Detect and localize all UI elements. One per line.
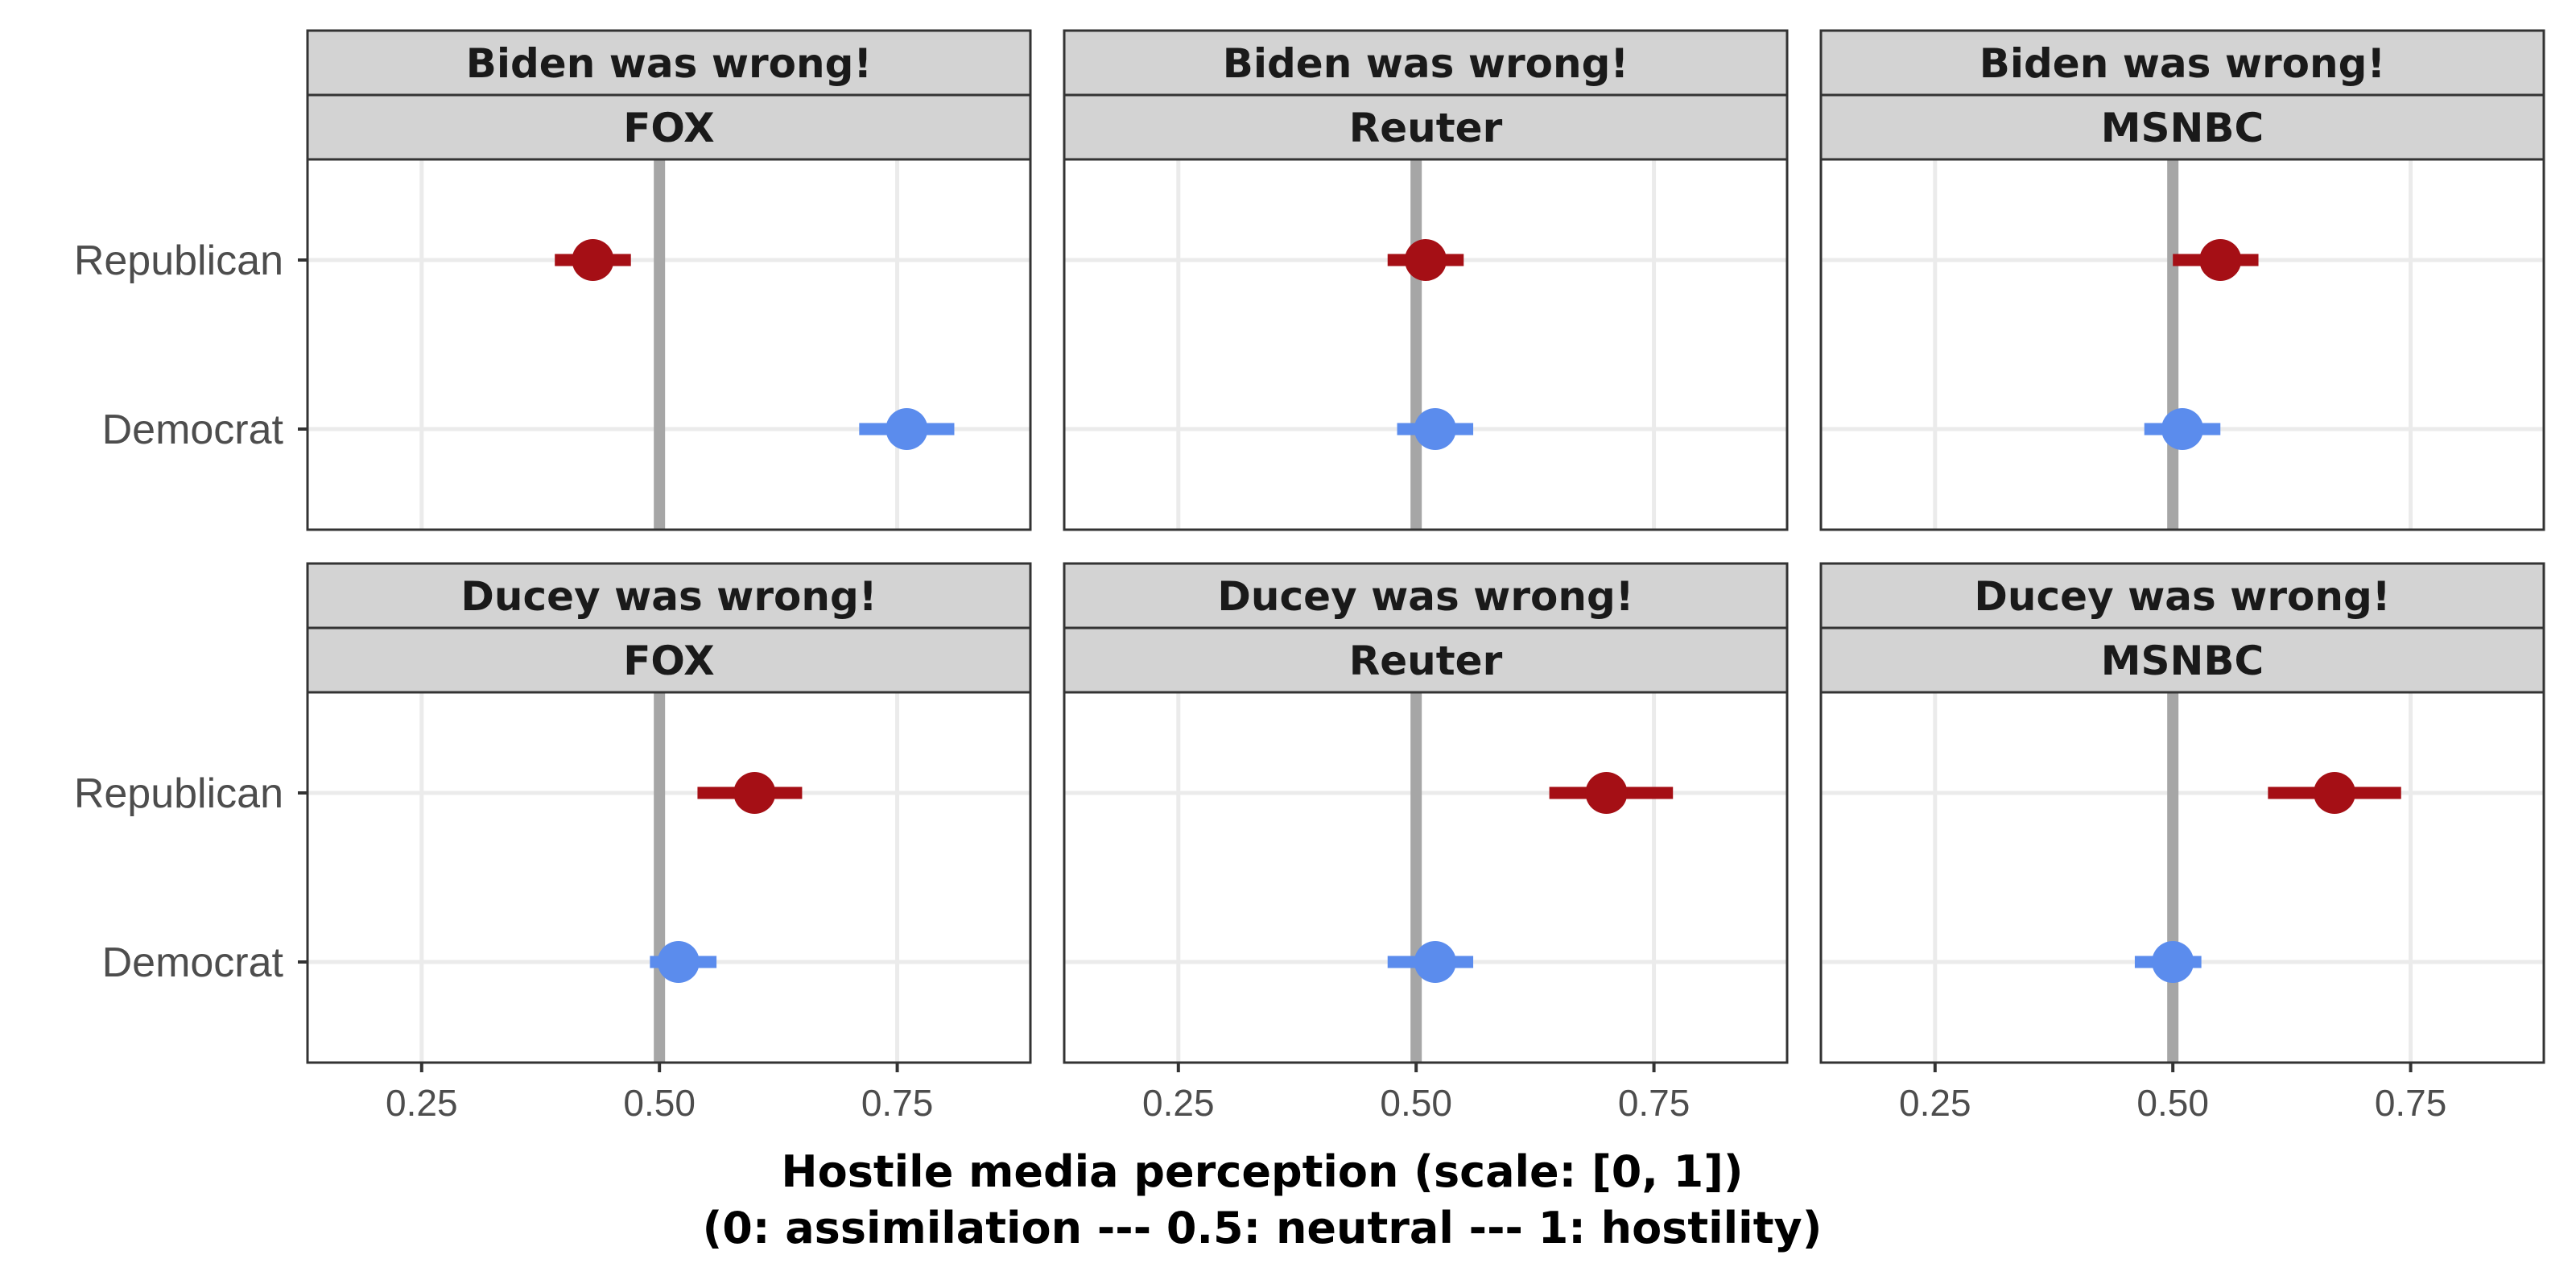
- y-axis-labels: Republican Democrat Republican Democrat: [74, 237, 308, 986]
- strip-background: [1063, 29, 1789, 97]
- panel-1-3: Biden was wrong! MSNBC: [1819, 29, 2545, 531]
- y-tick-label: Democrat: [102, 407, 284, 453]
- strip-background: [306, 562, 1032, 630]
- strip-label-col: FOX: [623, 105, 714, 151]
- panel-2-1: Ducey was wrong! FOX: [306, 562, 1032, 1064]
- strip-label-row: Biden was wrong!: [1223, 40, 1629, 87]
- strip-background: [306, 93, 1032, 161]
- x-tick-label: 0.75: [861, 1082, 934, 1124]
- plot-background: [1821, 692, 2544, 1063]
- point-democrat: [886, 408, 928, 450]
- panel-border: [306, 158, 1032, 531]
- point-democrat: [657, 941, 700, 983]
- panel-1-2: Biden was wrong! Reuter: [1063, 29, 1789, 531]
- panel-border: [1819, 158, 2545, 531]
- strip-background: [1819, 626, 2545, 694]
- strip-label-row: Biden was wrong!: [466, 40, 872, 87]
- plot-background: [1821, 159, 2544, 530]
- plot-background: [1064, 159, 1787, 530]
- x-tick-label: 0.25: [386, 1082, 458, 1124]
- strip-label-col: Reuter: [1349, 105, 1503, 151]
- plot-background: [308, 692, 1030, 1063]
- panel-2-3: Ducey was wrong! MSNBC: [1819, 562, 2545, 1064]
- strip-background: [1819, 29, 2545, 97]
- strip-label-row: Ducey was wrong!: [1974, 573, 2390, 620]
- point-republican: [1405, 239, 1447, 281]
- strip-background: [1819, 562, 2545, 630]
- x-tick-label: 0.75: [1618, 1082, 1690, 1124]
- point-democrat: [1414, 408, 1456, 450]
- x-axis-title-line-1: Hostile media perception (scale: [0, 1]): [781, 1146, 1743, 1197]
- x-tick-label: 0.75: [2375, 1082, 2447, 1124]
- point-republican: [733, 772, 776, 814]
- point-republican: [2314, 772, 2356, 814]
- strip-label-col: Reuter: [1349, 638, 1503, 684]
- y-tick-label: Democrat: [102, 939, 284, 986]
- panel-border: [1819, 691, 2545, 1064]
- x-tick-label: 0.25: [1899, 1082, 1971, 1124]
- panel-1-1: Biden was wrong! FOX: [306, 29, 1032, 531]
- point-republican: [572, 239, 614, 281]
- plot-background: [308, 159, 1030, 530]
- point-democrat: [2161, 408, 2203, 450]
- point-democrat: [2152, 941, 2194, 983]
- x-tick-label: 0.50: [2136, 1082, 2209, 1124]
- strip-background: [306, 626, 1032, 694]
- x-axis-title-line-2: (0: assimilation --- 0.5: neutral --- 1:…: [703, 1203, 1823, 1253]
- strip-background: [1063, 93, 1789, 161]
- strip-label-col: MSNBC: [2101, 638, 2264, 684]
- strip-label-row: Ducey was wrong!: [1217, 573, 1633, 620]
- strip-background: [306, 29, 1032, 97]
- panel-2-2: Ducey was wrong! Reuter: [1063, 562, 1789, 1064]
- point-democrat: [1414, 941, 1456, 983]
- point-republican: [1585, 772, 1628, 814]
- strip-label-col: FOX: [623, 638, 714, 684]
- chart-panels: Biden was wrong! FOX Biden was wrong! Reute…: [306, 29, 2545, 1064]
- x-tick-label: 0.25: [1142, 1082, 1215, 1124]
- x-tick-label: 0.50: [623, 1082, 696, 1124]
- y-tick-label: Republican: [74, 770, 283, 817]
- point-republican: [2199, 239, 2242, 281]
- strip-background: [1063, 626, 1789, 694]
- strip-label-row: Ducey was wrong!: [460, 573, 877, 620]
- panel-border: [1063, 691, 1789, 1064]
- panel-border: [1063, 158, 1789, 531]
- strip-label-row: Biden was wrong!: [1979, 40, 2385, 87]
- x-axis: 0.25 0.50 0.75 0.25 0.50 0.75 0.25 0.50 0.75: [386, 1063, 2446, 1124]
- plot-background: [1064, 692, 1787, 1063]
- y-tick-label: Republican: [74, 237, 283, 284]
- x-tick-label: 0.50: [1380, 1082, 1452, 1124]
- strip-label-col: MSNBC: [2101, 105, 2264, 151]
- strip-background: [1063, 562, 1789, 630]
- panel-border: [306, 691, 1032, 1064]
